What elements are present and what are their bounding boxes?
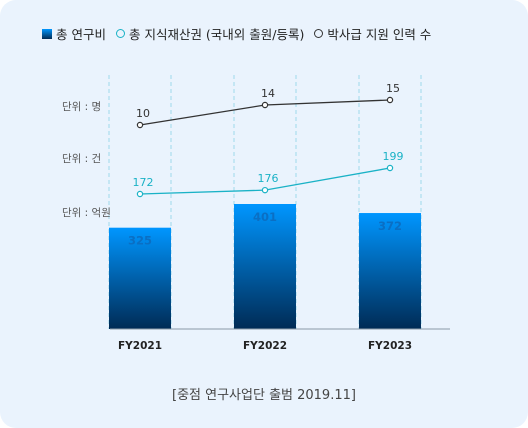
ip-value-label: 176: [258, 172, 279, 185]
staff-point: [136, 121, 144, 129]
ip-point: [136, 190, 144, 198]
bar-value-label: 325: [128, 234, 152, 248]
legend-item-staff: 박사급 지원 인력 수: [314, 24, 431, 43]
legend-label-ip: 총 지식재산권 (국내외 출원/등록): [128, 27, 305, 42]
legend-ring-icon: [115, 29, 125, 38]
x-tick-label: FY2023: [368, 340, 412, 352]
axis-unit-label: 단위 : 건: [62, 152, 101, 165]
bar-value-label: 401: [253, 210, 277, 224]
ip-point: [386, 164, 394, 172]
staff-point: [386, 96, 394, 104]
axis-unit-label: 단위 : 명: [62, 100, 101, 113]
ip-value-label: 172: [133, 176, 154, 189]
staff-value-label: 15: [386, 82, 400, 95]
staff-value-label: 10: [136, 107, 150, 120]
bar: [109, 227, 171, 329]
staff-value-label: 14: [261, 87, 275, 100]
bar-value-label: 372: [378, 219, 402, 233]
ip-point: [261, 186, 269, 194]
legend-label-research-budget: 총 연구비: [56, 27, 106, 42]
x-tick-label: FY2021: [118, 340, 162, 352]
bar: [234, 204, 296, 329]
legend-item-research-budget: 총 연구비: [42, 24, 106, 43]
x-tick-label: FY2022: [243, 340, 287, 352]
bar: [359, 213, 421, 329]
caption: [중점 연구사업단 출범 2019.11]: [172, 388, 356, 403]
axis-unit-label: 단위 : 억원: [62, 206, 111, 219]
legend-label-staff: 박사급 지원 인력 수: [327, 27, 432, 42]
ip-value-label: 199: [383, 150, 404, 163]
legend-item-ip: 총 지식재산권 (국내외 출원/등록): [115, 24, 305, 43]
staff-point: [261, 101, 269, 109]
legend-ring-icon: [314, 29, 324, 38]
legend-square-icon: [42, 28, 52, 39]
legend: 총 연구비 총 지식재산권 (국내외 출원/등록) 박사급 지원 인력 수: [42, 24, 516, 43]
